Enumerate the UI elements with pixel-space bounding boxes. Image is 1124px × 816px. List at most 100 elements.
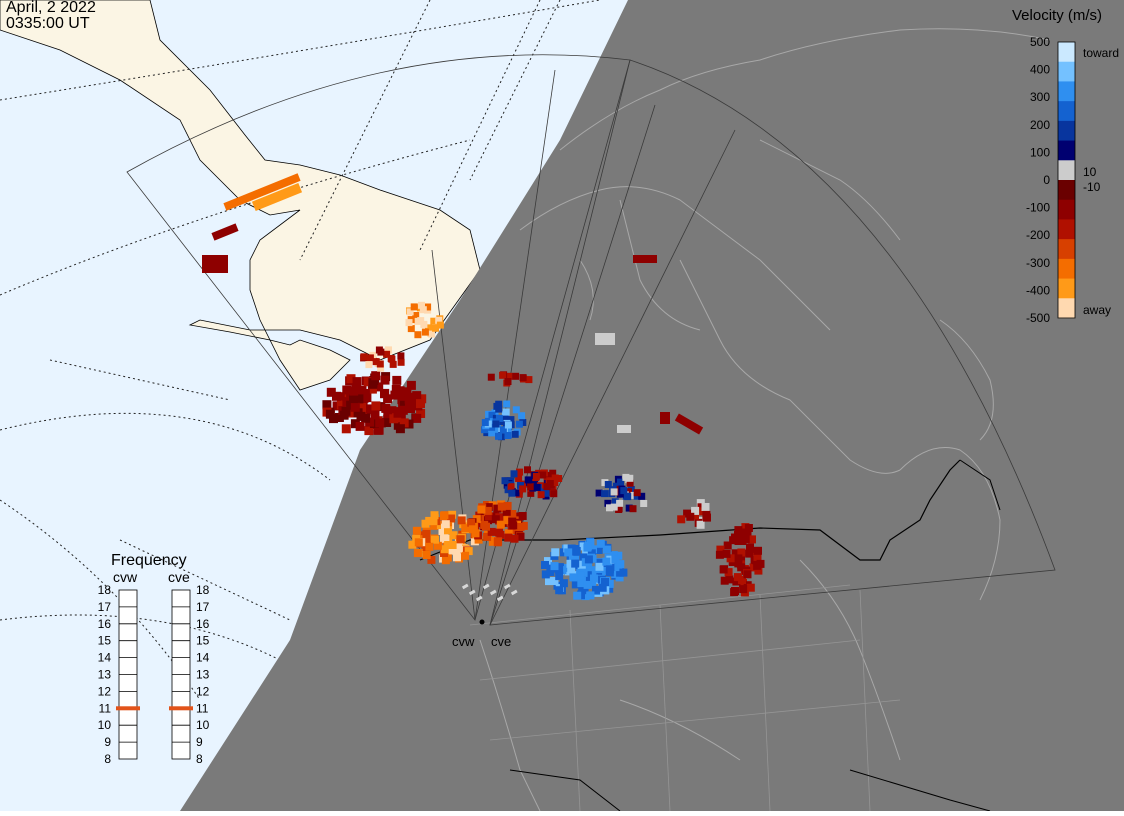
- colorbar-segment: [1058, 160, 1075, 181]
- frequency-tick-label: 17: [196, 600, 210, 614]
- graticule-lines: [0, 0, 601, 701]
- frequency-tick-label: 12: [98, 684, 112, 698]
- velocity-cell: [371, 401, 381, 411]
- velocity-tick-label: 300: [1030, 90, 1050, 104]
- velocity-cell: [527, 489, 535, 497]
- velocity-cell: [429, 517, 438, 526]
- velocity-cell: [440, 511, 449, 520]
- velocity-cell: [487, 373, 495, 381]
- velocity-cell: [512, 372, 520, 380]
- velocity-tick-labels: 500 400 300 200 100 0 -100 -200 -300 -400 -500 10-1…: [1026, 35, 1101, 325]
- velocity-cell: [511, 526, 520, 534]
- velocity-cell: [326, 387, 336, 397]
- velocity-cell: [691, 506, 700, 515]
- velocity-cell: [406, 308, 414, 316]
- velocity-cell: [716, 545, 725, 554]
- velocity-cell: [611, 555, 620, 564]
- velocity-cell: [537, 491, 545, 499]
- velocity-cell: [483, 506, 492, 515]
- velocity-cell: [398, 405, 408, 415]
- velocity-cell: [496, 520, 505, 529]
- velocity-cell: [487, 527, 496, 536]
- velocity-cell: [569, 573, 578, 582]
- velocity-cell: [461, 551, 470, 560]
- velocity-cell: [615, 573, 624, 582]
- velocity-cell: [743, 570, 752, 579]
- velocity-cell: [550, 562, 559, 571]
- velocity-cell: [566, 559, 575, 568]
- frequency-marker: [116, 706, 140, 711]
- velocity-cell: [532, 472, 540, 480]
- velocity-cell: [493, 538, 502, 547]
- velocity-cell: [741, 535, 750, 543]
- velocity-cell: [592, 585, 600, 594]
- colorbar-segment: [1058, 258, 1075, 280]
- velocity-cell: [507, 483, 515, 491]
- velocity-cell: [733, 573, 742, 582]
- velocity-cell: [444, 541, 453, 549]
- velocity-cell: [482, 522, 490, 531]
- velocity-cell: [525, 376, 533, 384]
- velocity-cell: [571, 559, 580, 568]
- velocity-cell: [502, 507, 511, 516]
- velocity-cell: [568, 554, 577, 563]
- colorbar-segment: [1058, 199, 1075, 220]
- velocity-cell: [504, 533, 513, 542]
- velocity-cell: [354, 394, 364, 404]
- frequency-tick-label: 10: [98, 718, 112, 732]
- velocity-cell: [495, 405, 503, 413]
- velocity-cell: [527, 483, 535, 491]
- velocity-cell: [414, 538, 423, 547]
- velocity-cell: [397, 358, 405, 366]
- radar-label-cve: cve: [491, 634, 511, 649]
- velocity-cell: [382, 418, 392, 427]
- velocity-cell: [380, 375, 390, 385]
- date-label: April, 2 2022: [6, 0, 96, 16]
- velocity-cell: [376, 402, 386, 412]
- velocity-cell: [739, 528, 748, 537]
- velocity-cell: [408, 540, 417, 549]
- velocity-cell: [609, 551, 618, 560]
- velocity-cell: [510, 470, 518, 478]
- velocity-cell: [475, 595, 483, 602]
- frequency-radar-label-cve: cve: [168, 569, 190, 585]
- night-terminator-shading: [180, 0, 1124, 811]
- velocity-cell: [745, 549, 754, 558]
- velocity-cell: [508, 489, 516, 497]
- velocity-cell: [524, 466, 531, 474]
- velocity-tick-label: -300: [1026, 256, 1050, 270]
- velocity-cell: [366, 354, 374, 362]
- velocity-cell: [492, 420, 500, 428]
- velocity-cell: [546, 480, 554, 487]
- velocity-cell: [737, 563, 746, 572]
- velocity-cell: [410, 303, 418, 311]
- velocity-cell: [746, 583, 755, 592]
- velocity-cell: [725, 575, 734, 584]
- velocity-cell: [424, 303, 432, 311]
- velocity-cell: [581, 592, 590, 601]
- velocity-cell: [625, 504, 633, 512]
- velocity-cell: [425, 542, 434, 551]
- frequency-tick-label: 13: [98, 668, 112, 682]
- velocity-cell: [601, 490, 609, 498]
- frequency-tick-label: 16: [196, 617, 210, 631]
- velocity-cell: [495, 528, 503, 537]
- colorbar-segment: [1058, 298, 1075, 319]
- velocity-cell: [329, 414, 338, 424]
- velocity-cell: [512, 489, 520, 497]
- velocity-cell: [395, 424, 405, 434]
- velocity-cell: [496, 595, 504, 602]
- velocity-tick-label: 100: [1030, 145, 1050, 159]
- frequency-tick-label: 17: [98, 600, 112, 614]
- velocity-toward-label: toward: [1083, 46, 1119, 60]
- velocity-cell: [660, 412, 670, 424]
- velocity-tick-label: 400: [1030, 63, 1050, 77]
- velocity-cell: [501, 415, 509, 423]
- velocity-cell: [686, 512, 695, 521]
- velocity-cell: [737, 548, 746, 557]
- colorbar-segment: [1058, 219, 1075, 240]
- velocity-cell: [337, 392, 347, 402]
- velocity-cell: [444, 526, 452, 535]
- velocity-cell: [483, 532, 492, 541]
- velocity-cell: [392, 375, 402, 385]
